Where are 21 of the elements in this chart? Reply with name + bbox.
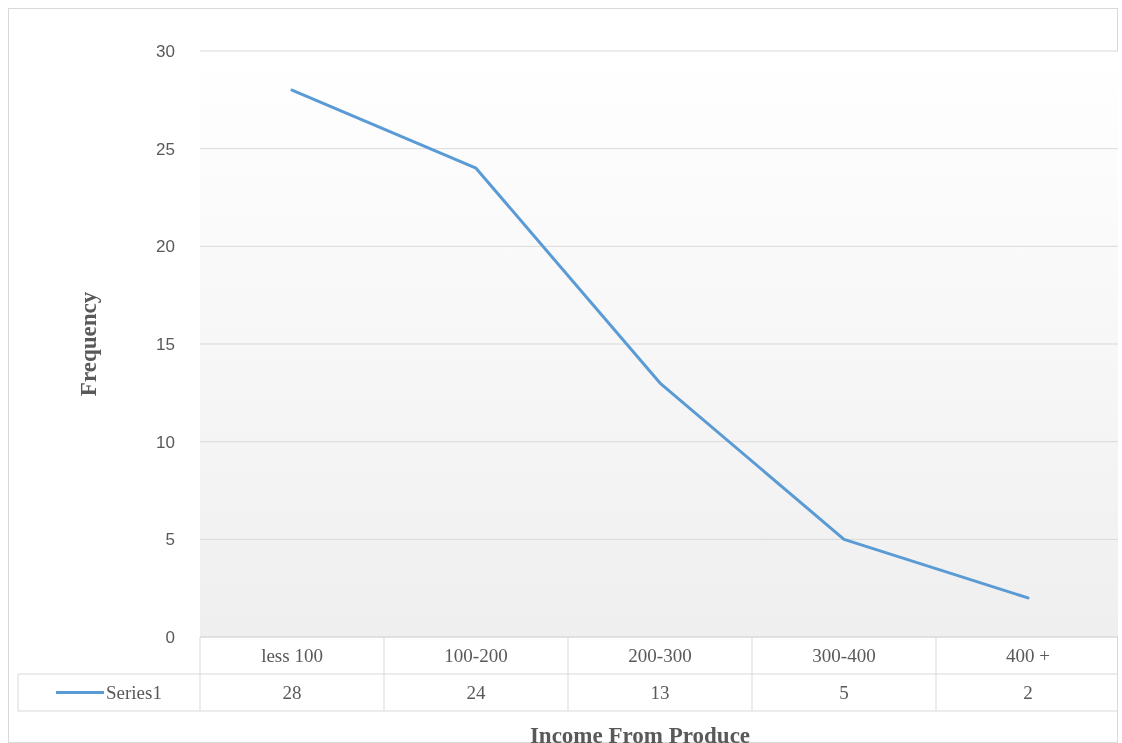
y-tick-label: 10 (156, 432, 175, 452)
x-tick-label: 300-400 (812, 645, 876, 667)
x-tick-label: 200-300 (628, 645, 692, 667)
y-tick-label: 5 (165, 530, 175, 550)
y-tick-label: 0 (165, 627, 175, 647)
x-tick-label: 100-200 (444, 645, 508, 667)
y-tick-label: 25 (156, 139, 175, 159)
data-label: 13 (650, 682, 670, 704)
data-label: 28 (282, 682, 302, 704)
x-tick-label: less 100 (261, 645, 323, 667)
x-axis-title: Income From Produce (529, 723, 751, 743)
y-axis-title: Frequency (76, 291, 102, 397)
data-label: 2 (1023, 682, 1033, 704)
data-label: 5 (839, 682, 849, 704)
y-tick-label: 20 (156, 237, 175, 257)
data-label: 24 (466, 682, 486, 704)
y-tick-label: 30 (156, 41, 175, 61)
line-series (290, 88, 1030, 600)
y-tick-label: 15 (156, 334, 175, 354)
legend-label: Series1 (106, 682, 162, 704)
x-tick-label: 400 + (1006, 645, 1050, 667)
